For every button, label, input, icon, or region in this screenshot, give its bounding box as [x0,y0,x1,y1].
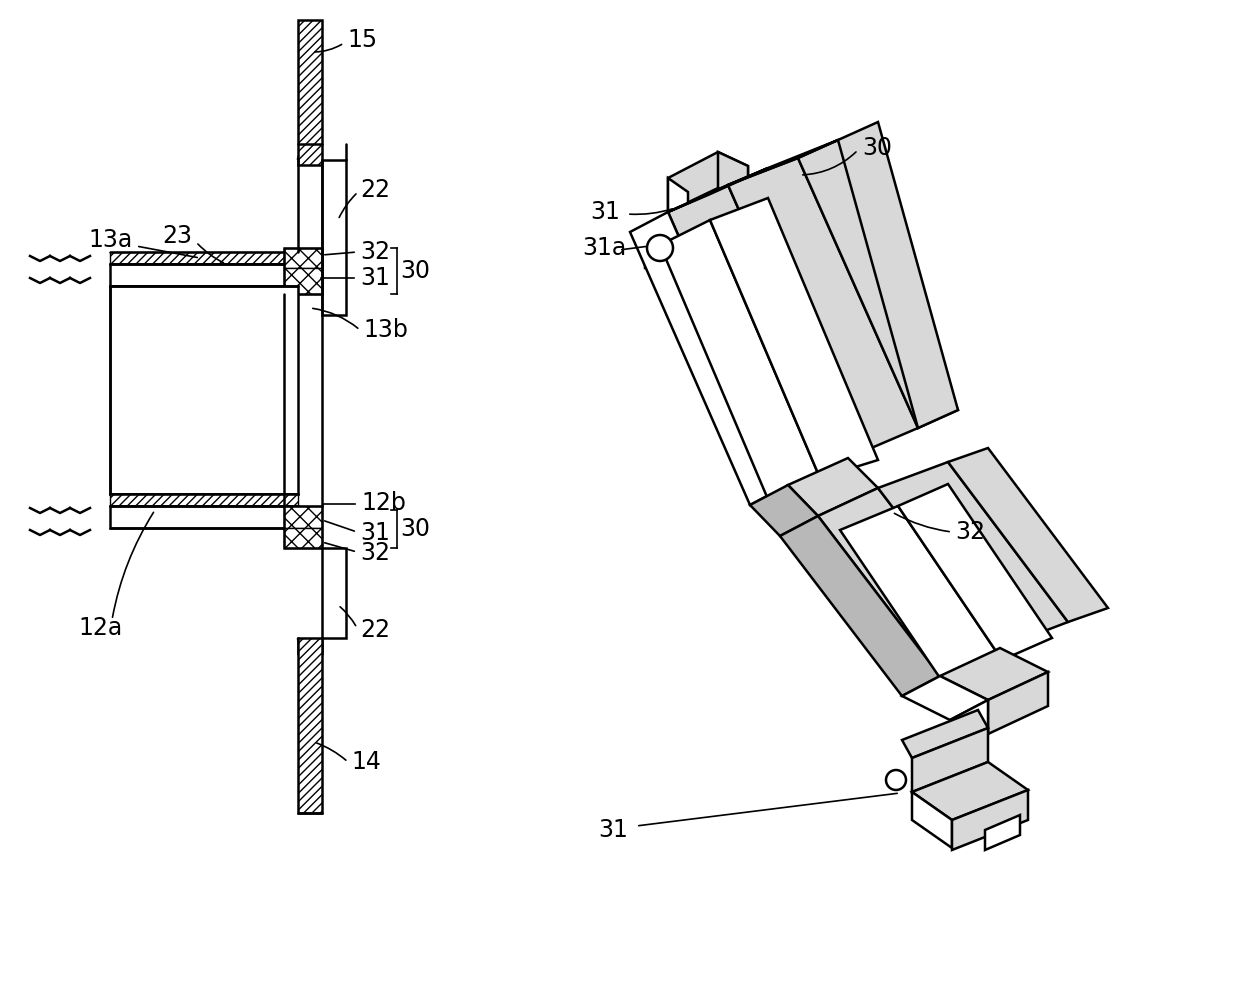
Text: 23: 23 [162,224,192,248]
Text: 31: 31 [360,266,389,290]
Polygon shape [988,672,1048,734]
Text: 12b: 12b [361,491,405,515]
Polygon shape [645,242,688,268]
Bar [298,638,322,813]
Text: 22: 22 [360,178,391,202]
Polygon shape [718,152,748,202]
Circle shape [887,770,906,790]
Polygon shape [668,168,768,212]
Bar [284,506,322,528]
Bar [284,528,322,548]
Polygon shape [901,710,988,758]
Polygon shape [787,458,878,516]
Text: 30: 30 [401,517,430,541]
Polygon shape [688,196,711,227]
Text: 15: 15 [347,28,377,52]
Text: 22: 22 [360,618,391,642]
Text: 32: 32 [360,541,391,565]
Polygon shape [940,648,1048,700]
Text: 31: 31 [598,818,627,842]
Text: 31: 31 [360,521,389,545]
Text: 31a: 31a [582,236,626,260]
Bar [322,160,346,315]
Text: 13a: 13a [88,228,133,252]
Polygon shape [799,140,959,428]
Polygon shape [952,790,1028,850]
Polygon shape [668,152,748,212]
Polygon shape [728,158,918,458]
Text: 31: 31 [590,200,620,224]
Polygon shape [711,198,878,478]
Bar [322,548,346,638]
Polygon shape [750,485,818,536]
Polygon shape [985,815,1021,850]
Polygon shape [878,462,1068,648]
Text: 32: 32 [360,240,391,264]
Polygon shape [660,208,688,241]
Polygon shape [898,484,1052,660]
Polygon shape [839,506,1002,684]
Bar [284,248,322,268]
Polygon shape [728,140,838,185]
Bar [110,252,298,264]
Bar [284,268,322,294]
Polygon shape [950,700,988,754]
Polygon shape [668,178,688,225]
Text: 32: 32 [955,520,985,544]
Polygon shape [901,676,988,720]
Text: 12a: 12a [78,616,123,640]
Bar [110,286,298,494]
Polygon shape [911,792,952,848]
Polygon shape [660,220,820,504]
Polygon shape [911,762,1028,820]
Bar [110,494,298,506]
Polygon shape [630,212,787,505]
Polygon shape [818,488,999,676]
Polygon shape [780,516,940,696]
Text: 30: 30 [401,259,430,283]
Bar [110,506,298,528]
Polygon shape [838,122,959,428]
Bar [110,264,298,286]
Bar [298,20,322,165]
Text: 14: 14 [351,750,381,774]
Circle shape [647,235,673,261]
Text: 30: 30 [862,136,892,160]
Polygon shape [668,185,848,485]
Text: 13b: 13b [363,318,408,342]
Polygon shape [949,448,1109,622]
Polygon shape [911,728,988,792]
